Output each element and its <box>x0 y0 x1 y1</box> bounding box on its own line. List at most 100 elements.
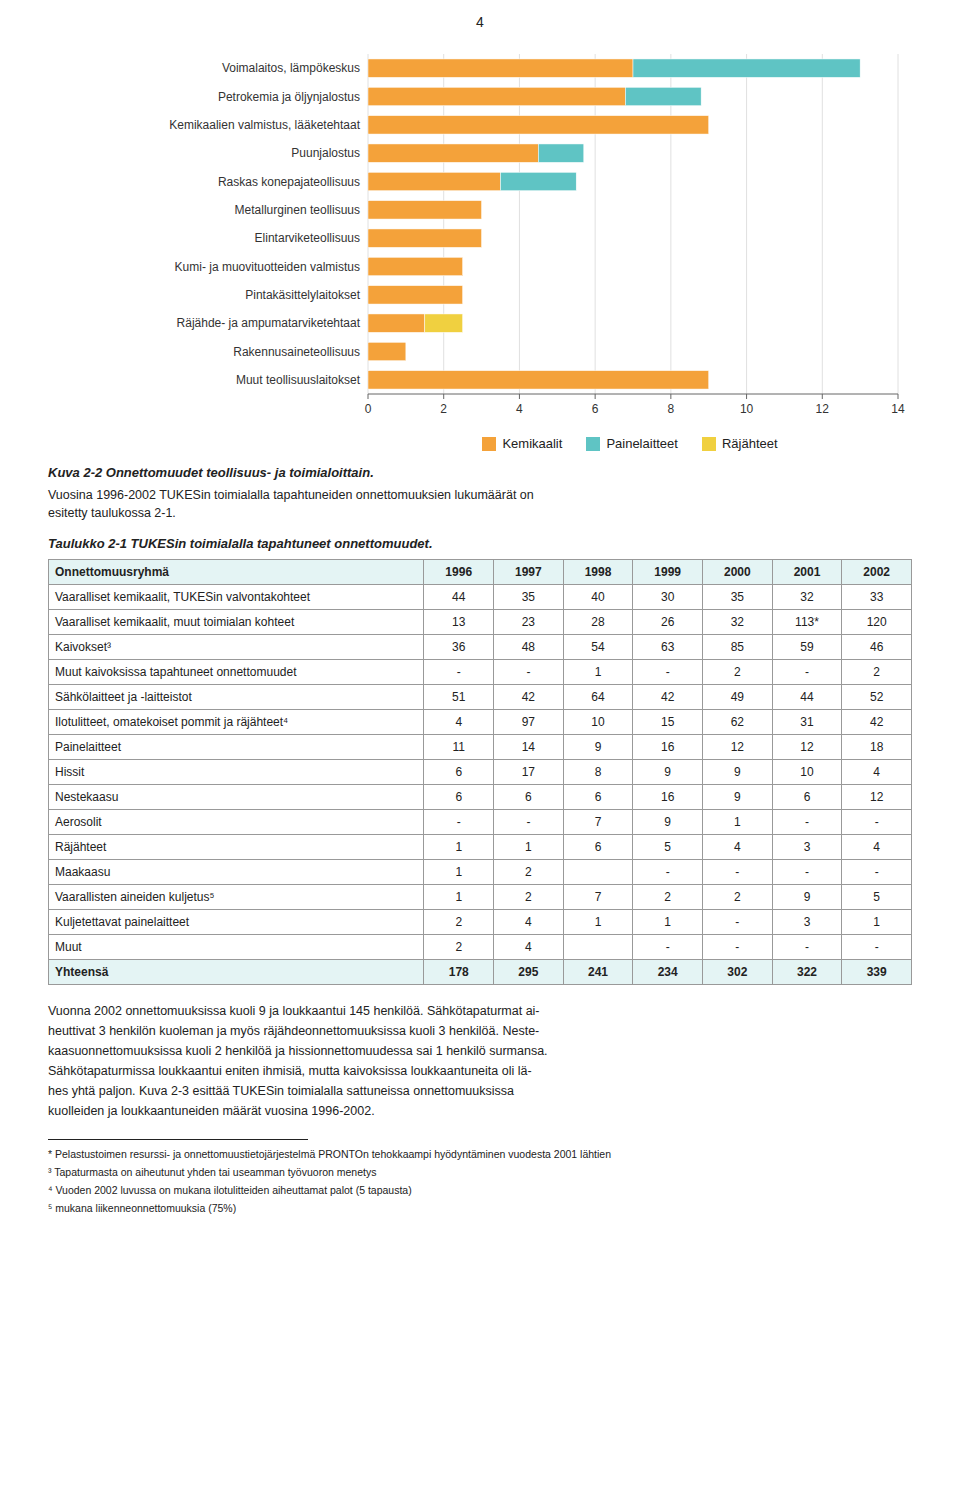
table-cell: 49 <box>703 685 773 710</box>
category-label: Metallurginen teollisuus <box>235 203 360 217</box>
table-cell: 1 <box>494 835 564 860</box>
table-cell: 1 <box>842 910 912 935</box>
table-cell: 15 <box>633 710 703 735</box>
table-cell: 52 <box>842 685 912 710</box>
table-cell: Kuljetettavat painelaitteet <box>49 910 424 935</box>
table-cell: 178 <box>424 960 494 985</box>
table-cell: 44 <box>772 685 842 710</box>
tick-mark <box>746 394 747 399</box>
table-cell: - <box>633 935 703 960</box>
category-label: Räjähde- ja ampumatarviketehtaat <box>177 316 361 330</box>
bar <box>368 201 482 219</box>
bar <box>708 371 709 389</box>
tick-mark <box>670 394 671 399</box>
table-cell: 3 <box>772 835 842 860</box>
table-cell: 85 <box>703 635 773 660</box>
table-cell: 12 <box>842 785 912 810</box>
table-row: Sähkölaitteet ja -laitteistot51426442494… <box>49 685 912 710</box>
table-header-cell: Onnettomuusryhmä <box>49 560 424 585</box>
table-row: Yhteensä178295241234302322339 <box>49 960 912 985</box>
grid-line <box>822 54 823 394</box>
table-cell: Muut kaivoksissa tapahtuneet onnettomuud… <box>49 660 424 685</box>
tick-label: 12 <box>816 402 830 416</box>
table-cell: 35 <box>494 585 564 610</box>
table-row: Nestekaasu666169612 <box>49 785 912 810</box>
table-cell: 2 <box>703 885 773 910</box>
table-cell: 51 <box>424 685 494 710</box>
bar <box>481 201 482 219</box>
bar <box>368 144 538 162</box>
bar <box>708 116 709 134</box>
tick-label: 6 <box>592 402 599 416</box>
category-label: Raskas konepajateollisuus <box>218 175 360 189</box>
legend-label: Kemikaalit <box>502 436 562 451</box>
tick-label: 2 <box>440 402 447 416</box>
grid-line <box>746 54 747 394</box>
table-cell: 2 <box>703 660 773 685</box>
category-label: Pintakäsittelylaitokset <box>245 288 360 302</box>
tick-label: 10 <box>740 402 754 416</box>
legend-label: Räjähteet <box>722 436 778 451</box>
table-cell: 4 <box>842 835 912 860</box>
tick-label: 4 <box>516 402 523 416</box>
legend-item: Kemikaalit <box>482 436 562 451</box>
tick-mark <box>368 394 369 399</box>
table-cell: 48 <box>494 635 564 660</box>
table-cell: 6 <box>563 785 633 810</box>
chart: 02468101214Voimalaitos, lämpökeskusPetro… <box>48 38 912 434</box>
bar <box>368 314 425 332</box>
legend-swatch <box>702 437 716 451</box>
bar <box>462 257 463 275</box>
table-row: Muut kaivoksissa tapahtuneet onnettomuud… <box>49 660 912 685</box>
table-cell: - <box>772 935 842 960</box>
table-cell: 2 <box>494 885 564 910</box>
table-header-row: Onnettomuusryhmä199619971998199920002001… <box>49 560 912 585</box>
table-cell: 322 <box>772 960 842 985</box>
table-cell: 42 <box>494 685 564 710</box>
table-cell: - <box>703 910 773 935</box>
bar <box>501 172 577 190</box>
table-cell: 42 <box>633 685 703 710</box>
footnote: * Pelastustoimen resurssi- ja onnettomuu… <box>48 1148 912 1160</box>
table-cell: 5 <box>633 835 703 860</box>
table-cell: Ilotulitteet, omatekoiset pommit ja räjä… <box>49 710 424 735</box>
table-cell: 18 <box>842 735 912 760</box>
table-cell: 4 <box>424 710 494 735</box>
table-header-cell: 1997 <box>494 560 564 585</box>
tick-mark <box>898 394 899 399</box>
table-cell: 42 <box>842 710 912 735</box>
table-cell: 1 <box>424 835 494 860</box>
bar <box>625 87 701 105</box>
tick-mark <box>822 394 823 399</box>
table-cell: 1 <box>424 885 494 910</box>
table-header-cell: 1999 <box>633 560 703 585</box>
table-cell: - <box>772 660 842 685</box>
table-cell: 59 <box>772 635 842 660</box>
bar <box>462 257 463 275</box>
table-row: Muut24---- <box>49 935 912 960</box>
table-cell: - <box>494 660 564 685</box>
table-cell: - <box>772 860 842 885</box>
table-cell: 23 <box>494 610 564 635</box>
category-label: Petrokemia ja öljynjalostus <box>218 90 360 104</box>
table: Onnettomuusryhmä199619971998199920002001… <box>48 559 912 985</box>
table-cell: 10 <box>563 710 633 735</box>
table-cell: 2 <box>842 660 912 685</box>
table-cell: 241 <box>563 960 633 985</box>
table-cell: 46 <box>842 635 912 660</box>
caption-text: Vuosina 1996-2002 TUKESin toimialalla ta… <box>48 486 912 522</box>
bar <box>368 286 463 304</box>
table-cell: 32 <box>703 610 773 635</box>
table-cell <box>563 935 633 960</box>
table-row: Vaaralliset kemikaalit, TUKESin valvonta… <box>49 585 912 610</box>
table-head: Onnettomuusryhmä199619971998199920002001… <box>49 560 912 585</box>
table-cell: Yhteensä <box>49 960 424 985</box>
table-cell: - <box>633 860 703 885</box>
table-cell: Hissit <box>49 760 424 785</box>
footnote-rule <box>48 1139 308 1140</box>
category-label: Voimalaitos, lämpökeskus <box>222 61 360 75</box>
footnote: ³ Tapaturmasta on aiheutunut yhden tai u… <box>48 1166 912 1178</box>
bar <box>708 371 709 389</box>
table-cell: - <box>703 935 773 960</box>
table-row: Maakaasu12---- <box>49 860 912 885</box>
